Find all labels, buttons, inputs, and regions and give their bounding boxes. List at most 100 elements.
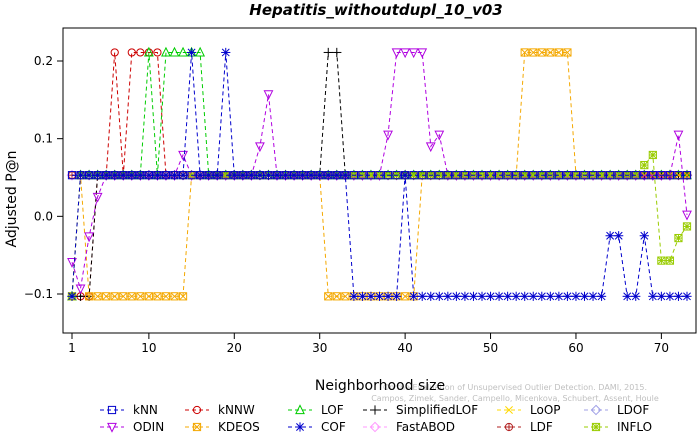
data-point-cof <box>468 291 479 301</box>
data-point-knn <box>580 171 589 180</box>
y-tick-label: 0.0 <box>34 209 53 223</box>
data-point-odin <box>92 192 103 203</box>
data-point-cof <box>511 291 521 301</box>
data-point-knnw <box>153 48 162 57</box>
series-inflo <box>67 150 692 301</box>
data-point-lof <box>195 46 206 57</box>
data-point-cof <box>221 47 231 58</box>
legend-marker-cof <box>295 422 305 432</box>
data-point-kdeos <box>102 292 111 301</box>
data-point-knn <box>315 171 324 180</box>
legend-item-odin: ODIN <box>100 420 164 434</box>
data-point-kdeos <box>170 292 179 301</box>
data-point-knn <box>298 171 307 180</box>
data-point-inflo <box>657 256 666 265</box>
data-point-kdeos <box>332 292 341 301</box>
legend-marker-knnw <box>192 405 202 415</box>
data-point-lof <box>143 46 154 57</box>
y-tick-label: 0.1 <box>34 132 53 146</box>
data-point-knn <box>418 171 427 180</box>
data-point-knn <box>520 171 529 180</box>
data-point-cof <box>605 231 615 241</box>
data-point-knn <box>682 171 692 180</box>
data-point-knnw <box>127 48 136 57</box>
series-line-simplifiedlof <box>72 52 687 297</box>
data-point-cof <box>648 291 658 301</box>
data-point-knn <box>230 171 239 180</box>
data-point-odin <box>425 142 436 153</box>
data-point-knn <box>435 171 444 180</box>
data-point-knn <box>503 171 512 180</box>
plot-frame <box>62 27 697 334</box>
data-point-knn <box>307 171 316 180</box>
legend-item-lof: LOF <box>288 403 344 417</box>
data-point-simplifiedlof <box>332 47 342 58</box>
data-point-knn <box>366 171 376 180</box>
legend-marker-kdeos <box>192 422 202 432</box>
data-point-knn <box>349 171 358 180</box>
data-point-cof <box>391 291 402 301</box>
data-point-odin <box>263 90 274 101</box>
data-point-knn <box>571 171 581 180</box>
data-point-knn <box>264 171 273 180</box>
data-point-cof <box>528 291 538 301</box>
data-point-odin <box>417 48 428 59</box>
x-axis-label: Neighborhood size <box>315 378 445 394</box>
watermark-line-2: Campos, Zimek, Sander, Campello, Micenko… <box>371 394 659 403</box>
data-point-knn <box>187 171 196 180</box>
data-point-cof <box>520 291 530 301</box>
data-point-kdeos <box>324 292 333 301</box>
data-point-knn <box>178 171 188 180</box>
data-point-kdeos <box>153 292 162 301</box>
data-point-knn <box>358 171 367 180</box>
data-point-knn <box>606 171 615 180</box>
data-point-odin <box>84 232 94 243</box>
data-point-cof <box>366 291 376 301</box>
legend-label: LDOF <box>617 403 649 417</box>
data-point-knn <box>221 171 230 180</box>
data-point-odin <box>383 130 393 141</box>
data-point-cof <box>545 291 555 301</box>
data-point-cof <box>596 291 607 301</box>
data-point-kdeos <box>401 292 410 301</box>
data-point-knn <box>324 171 333 180</box>
data-point-simplifiedlof <box>323 47 333 58</box>
data-point-kdeos <box>520 48 529 57</box>
y-tick-label: 0.2 <box>34 54 53 68</box>
data-point-kdeos <box>161 292 171 301</box>
x-tick-label: 20 <box>227 341 242 355</box>
data-point-knn <box>289 171 299 180</box>
data-point-knn <box>674 171 683 180</box>
data-point-knn <box>597 171 606 180</box>
legend-label: INFLO <box>617 420 652 434</box>
legend-item-cof: COF <box>288 420 346 434</box>
data-point-knn <box>486 171 495 180</box>
data-point-kdeos <box>110 292 119 301</box>
data-point-cof <box>477 291 487 301</box>
legend-marker-ldf <box>504 422 514 432</box>
legend-item-knnw: kNNW <box>185 403 255 417</box>
legend-item-fastabod: FastABOD <box>363 420 455 434</box>
data-point-knn <box>136 171 145 180</box>
data-point-knn <box>665 171 675 180</box>
series-line-loop <box>71 174 687 297</box>
data-point-cof <box>357 291 368 301</box>
data-point-knn <box>84 171 94 180</box>
legend-label: SimplifiedLOF <box>396 403 478 417</box>
legend-item-inflo: INFLO <box>584 420 652 434</box>
data-point-odin <box>434 130 445 141</box>
data-point-knn <box>631 171 640 180</box>
data-point-cof <box>656 291 666 301</box>
data-point-odin <box>391 48 402 59</box>
data-point-inflo <box>665 256 675 265</box>
data-point-knn <box>392 171 401 180</box>
data-point-cof <box>451 291 461 301</box>
data-point-inflo <box>648 150 657 160</box>
legend-label: LOF <box>321 403 344 417</box>
data-point-knn <box>76 171 85 180</box>
data-point-inflo <box>682 222 692 231</box>
data-point-knn <box>477 171 487 180</box>
data-point-kdeos <box>341 292 350 301</box>
data-point-kdeos <box>554 48 563 57</box>
data-point-cof <box>537 291 547 301</box>
